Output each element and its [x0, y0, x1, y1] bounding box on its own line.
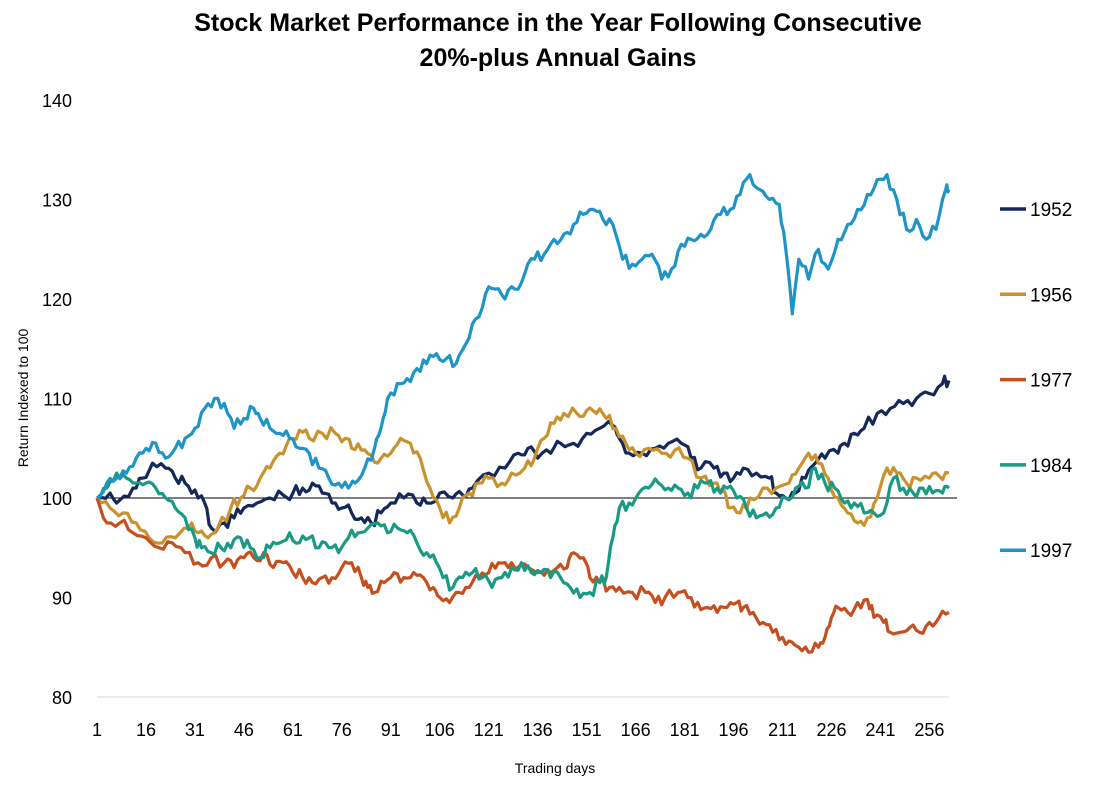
series-line-1952	[96, 374, 951, 534]
x-tick-label: 166	[621, 720, 651, 740]
x-tick-label: 211	[768, 720, 797, 740]
x-tick-label: 256	[914, 720, 944, 740]
x-tick-label: 76	[332, 720, 352, 740]
y-tick-label: 130	[42, 191, 72, 211]
x-tick-label: 121	[474, 720, 504, 740]
y-tick-label: 140	[42, 91, 72, 111]
chart-title: Stock Market Performance in the Year Fol…	[0, 6, 1104, 76]
x-tick-label: 46	[234, 720, 254, 740]
legend-label-1977: 1977	[1030, 371, 1072, 392]
y-tick-label: 120	[42, 290, 72, 310]
legend-label-1997: 1997	[1030, 541, 1072, 562]
x-axis-label: Trading days	[515, 760, 595, 776]
legend-label-1956: 1956	[1030, 285, 1072, 306]
x-tick-label: 61	[283, 720, 303, 740]
x-tick-label: 106	[425, 720, 455, 740]
series-line-1956	[95, 406, 950, 545]
x-tick-label: 241	[865, 720, 895, 740]
x-tick-label: 136	[523, 720, 553, 740]
x-tick-label: 16	[136, 720, 156, 740]
x-tick-label: 181	[670, 720, 700, 740]
x-tick-label: 1	[92, 720, 102, 740]
chart-axes: 80 90 100 110 120 130 140 1 16 31 46 61 76 91 106 121 13…	[42, 91, 957, 740]
series-line-1984	[96, 466, 951, 600]
y-tick-label: 100	[42, 489, 72, 509]
chart-title-line2: 20%-plus Annual Gains	[419, 44, 697, 72]
legend-label-1984: 1984	[1030, 456, 1073, 477]
x-tick-label: 196	[719, 720, 749, 740]
chart-legend: 1952 1956 1977 1984 1997	[1000, 200, 1073, 562]
series-line-1997	[95, 173, 951, 500]
y-tick-label: 90	[52, 589, 72, 609]
y-tick-label: 110	[43, 390, 72, 410]
chart-series	[95, 173, 951, 654]
series-line-1977	[95, 497, 950, 654]
chart-title-line1: Stock Market Performance in the Year Fol…	[194, 9, 922, 37]
x-tick-label: 91	[381, 720, 401, 740]
y-axis-label: Return Indexed to 100	[15, 329, 31, 468]
legend-label-1952: 1952	[1030, 200, 1072, 221]
x-tick-label: 31	[185, 720, 205, 740]
x-tick-label: 151	[572, 720, 602, 740]
x-tick-label: 226	[816, 720, 846, 740]
y-tick-label: 80	[52, 688, 72, 708]
